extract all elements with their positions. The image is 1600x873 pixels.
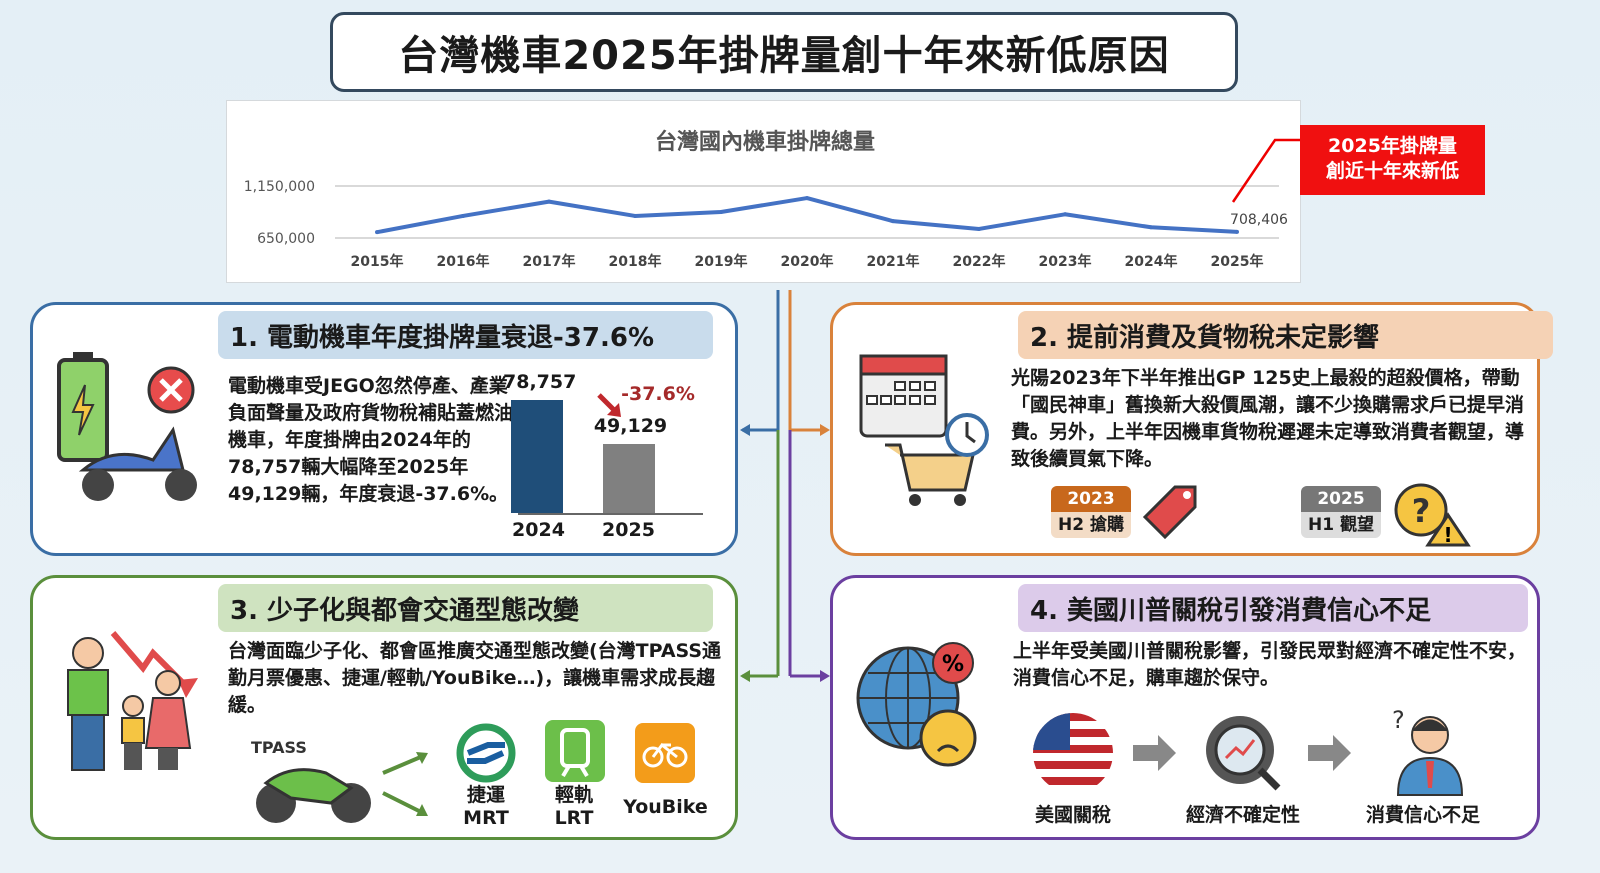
x-tick-label: 2018年 — [609, 253, 662, 270]
mrt-zh: 捷運 — [466, 784, 505, 806]
data-point — [891, 219, 895, 224]
panel3-text: 台灣面臨少子化、都會區推廣交通型態改變(台灣TPASS通勤月票優惠、捷運/輕軌/… — [228, 640, 722, 716]
data-point — [719, 210, 723, 214]
data-point — [1149, 225, 1153, 230]
lrt-label: 輕軌 LRT — [541, 784, 607, 830]
panel-ev-decline: 1. 電動機車年度掛牌量衰退-37.6% 電動機車受JEGO忽然停產、產業負面聲… — [30, 302, 738, 556]
bar-value-2025: 49,129 — [593, 415, 668, 437]
panel-demographics-transport: 3. 少子化與都會交通型態改變 台灣面臨少子化、都會區推廣交通型態改變(台灣TP… — [30, 575, 738, 840]
lrt-zh: 輕軌 — [554, 784, 593, 806]
x-tick-label: 2017年 — [523, 253, 576, 270]
x-tick-label: 2025年 — [1211, 253, 1264, 270]
connector-lines — [740, 290, 830, 682]
us-flag-icon — [1033, 713, 1113, 793]
mrt-en: MRT — [463, 807, 509, 829]
flow-step-confidence: 消費信心不足 — [1365, 804, 1480, 826]
question-warning-icon: ?! — [1394, 483, 1471, 547]
tag2-label: H1 觀望 — [1308, 515, 1374, 535]
x-tick-label: 2021年 — [867, 253, 920, 270]
callout-line2: 創近十年來新低 — [1325, 160, 1459, 182]
family-decline-icon — [67, 631, 198, 771]
panel3-title: 3. 少子化與都會交通型態改變 — [218, 584, 713, 632]
x-tick-label: 2020年 — [781, 253, 834, 270]
chart-title: 台灣國內機車掛牌總量 — [655, 129, 875, 155]
y-tick-label: 1,150,000 — [244, 179, 315, 195]
panel-tariff-confidence: 4. 美國川普關稅引發消費信心不足 % 上半年受美國川普關稅影響，引發民眾對經濟… — [830, 575, 1540, 840]
data-point — [461, 213, 465, 218]
tag1-year: 2023 — [1051, 486, 1131, 512]
line-chart: 台灣國內機車掛牌總量 650,000 1,150,000 2015年 2016年 201… — [244, 129, 1288, 270]
calendar-cart-icon — [859, 354, 989, 506]
bar-category-2024: 2024 — [512, 519, 565, 541]
green-arrows-icon — [382, 752, 428, 816]
data-point — [375, 230, 379, 235]
bar-category-2025: 2025 — [602, 519, 655, 541]
panel2-text: 光陽2023年下半年推出GP 125史上最殺的超殺價格，帶動「國民神車」舊換新大… — [1011, 367, 1525, 470]
line-chart-panel: 台灣國內機車掛牌總量 650,000 1,150,000 2015年 2016年 201… — [226, 100, 1301, 283]
data-label-2025: 708,406 — [1230, 212, 1288, 228]
panel4-title: 4. 美國川普關稅引發消費信心不足 — [1018, 584, 1528, 632]
tag2-year: 2025 — [1301, 486, 1381, 512]
bar-baseline — [518, 513, 703, 515]
bar-change-label: -37.6% — [621, 383, 695, 405]
bar-2025 — [603, 444, 655, 513]
flow-step-tariff: 美國關稅 — [1034, 804, 1111, 826]
tpass-label: TPASS — [251, 738, 307, 757]
svg-text:%: % — [942, 652, 964, 677]
down-arrow-icon — [597, 393, 621, 417]
motorcycle-icon — [256, 768, 371, 823]
data-point — [1063, 212, 1067, 217]
panel2-title: 2. 提前消費及貨物稅未定影響 — [1018, 311, 1553, 359]
svg-text:!: ! — [1443, 523, 1452, 547]
bar-2024 — [511, 400, 563, 513]
battery-scooter-icon — [57, 352, 197, 501]
x-tick-label: 2024年 — [1125, 253, 1178, 270]
mrt-logo-icon — [456, 723, 516, 783]
callout-pointer — [1231, 138, 1300, 203]
worried-person-icon: ? — [1392, 706, 1464, 796]
mrt-label: 捷運 MRT — [453, 784, 519, 830]
arrow-right-icon — [1133, 735, 1176, 771]
flow-step-uncertainty: 經濟不確定性 — [1185, 804, 1300, 826]
lrt-logo-icon — [545, 720, 605, 782]
panel-early-consumption: 2. 提前消費及貨物稅未定影響 光陽2023年下半年推出GP 125史上最殺的超… — [830, 302, 1553, 556]
callout-line1: 2025年掛牌量 — [1328, 135, 1457, 157]
record-low-callout: 2025年掛牌量 創近十年來新低 — [1300, 125, 1485, 195]
x-tick-label: 2015年 — [351, 253, 404, 270]
bar-value-2024: 78,757 — [503, 371, 577, 393]
youbike-logo-icon — [635, 723, 695, 783]
tag1-label: H2 搶購 — [1058, 515, 1124, 535]
arrow-right-icon — [1308, 735, 1351, 771]
data-point — [977, 226, 981, 231]
x-tick-label: 2023年 — [1039, 253, 1092, 270]
x-tick-label: 2022年 — [953, 253, 1006, 270]
youbike-label: YouBike — [623, 796, 708, 818]
data-point — [1235, 229, 1239, 234]
series-line — [376, 196, 1238, 235]
x-tick-label: 2016年 — [437, 253, 490, 270]
page-title: 台灣機車2025年掛牌量創十年來新低原因 — [330, 12, 1238, 92]
tag-2023-h2: 2023 H2 搶購 — [1051, 486, 1131, 538]
data-point — [547, 199, 551, 204]
globe-tariff-icon: % — [856, 642, 977, 767]
data-point — [805, 196, 809, 201]
data-point — [633, 213, 637, 218]
price-tag-icon — [1142, 485, 1197, 540]
panel1-title: 1. 電動機車年度掛牌量衰退-37.6% — [218, 311, 713, 359]
svg-text:?: ? — [1412, 492, 1431, 530]
y-tick-label: 650,000 — [257, 231, 315, 247]
panel4-text: 上半年受美國川普關稅影響，引發民眾對經濟不確定性不安，消費信心不足，購車趨於保守… — [1013, 640, 1527, 689]
tag-2025-h1: 2025 H1 觀望 — [1301, 486, 1381, 538]
panel1-text: 電動機車受JEGO忽然停產、產業負面聲量及政府貨物稅補貼蓋燃油機車，年度掛牌由2… — [228, 375, 514, 505]
svg-text:?: ? — [1392, 706, 1405, 734]
x-tick-label: 2019年 — [695, 253, 748, 270]
lrt-en: LRT — [554, 807, 594, 829]
gear-magnifier-icon — [1206, 716, 1281, 791]
